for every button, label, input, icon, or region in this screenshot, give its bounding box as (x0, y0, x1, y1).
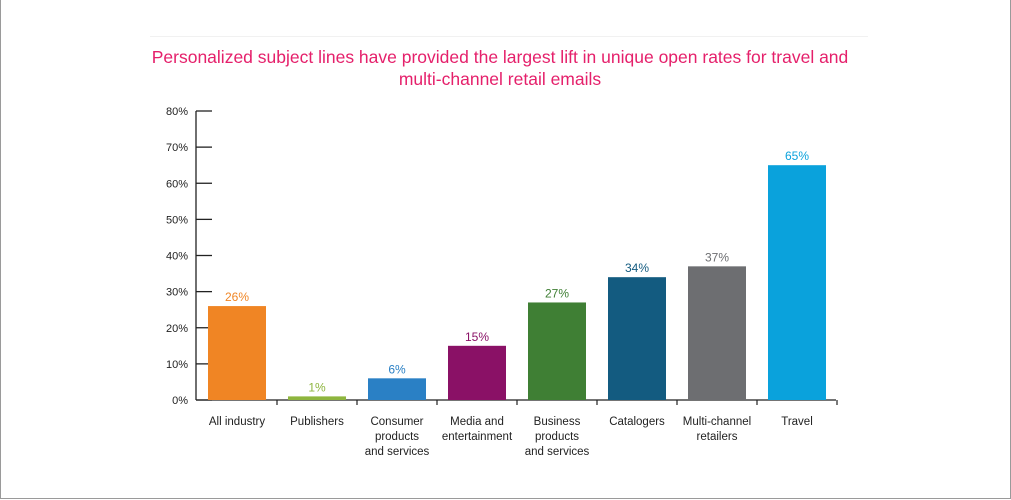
x-tick-label-line: products (535, 431, 579, 443)
data-label: 6% (388, 362, 406, 376)
x-tick-label: Travel (781, 416, 813, 428)
x-tick-label-line: All industry (209, 416, 265, 428)
x-tick-label: Consumer products and services (365, 416, 430, 458)
data-label: 15% (465, 330, 489, 344)
x-tick-label-line: Business (534, 416, 581, 428)
top-divider (150, 36, 868, 37)
y-tick-label: 0% (172, 395, 188, 407)
x-tick-label-line: and services (525, 446, 590, 458)
bar (608, 277, 666, 400)
x-tick-label-line: Publishers (290, 416, 344, 428)
data-label: 37% (705, 250, 729, 264)
bar (448, 345, 506, 400)
y-tick-label: 30% (166, 287, 188, 299)
x-tick-label-line: Consumer (370, 416, 423, 428)
chart-title: Personalized subject lines have provided… (151, 47, 849, 89)
x-tick-label-line: Multi-channel (683, 416, 751, 428)
x-tick-label: All industry (209, 416, 265, 428)
bar (688, 266, 746, 400)
bar (208, 306, 266, 400)
bar (368, 378, 426, 400)
data-label: 65% (785, 149, 809, 163)
data-label: 1% (308, 380, 326, 394)
x-tick-label-line: Travel (781, 416, 813, 428)
y-tick-label: 80% (166, 106, 188, 118)
bar (768, 165, 826, 400)
x-tick-label: Publishers (290, 416, 344, 428)
x-tick-label-line: entertainment (442, 431, 513, 443)
x-tick-label: Catalogers (609, 416, 665, 428)
data-label: 34% (625, 261, 649, 275)
y-tick-label: 10% (166, 359, 188, 371)
x-tick-label: Multi-channel retailers (683, 416, 751, 443)
x-tick-label-line: Media and (450, 416, 504, 428)
x-tick-label: Media and entertainment (442, 416, 513, 443)
bar (528, 302, 586, 400)
y-tick-label: 20% (166, 323, 188, 335)
x-tick-label: Business products and services (525, 416, 590, 458)
data-label: 27% (545, 286, 569, 300)
x-tick-label-line: and services (365, 446, 430, 458)
y-tick-label: 50% (166, 214, 188, 226)
y-tick-label: 40% (166, 251, 188, 263)
x-tick-label-line: Catalogers (609, 416, 665, 428)
bar (288, 396, 346, 400)
x-tick-label-line: products (375, 431, 419, 443)
y-tick-label: 70% (166, 142, 188, 154)
x-tick-label-line: retailers (697, 431, 738, 443)
data-label: 26% (225, 290, 249, 304)
y-tick-label: 60% (166, 178, 188, 190)
